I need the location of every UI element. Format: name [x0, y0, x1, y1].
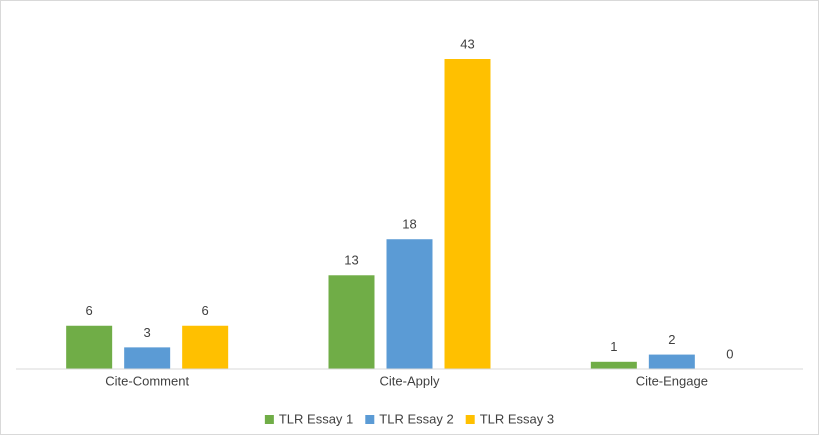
- bar: [386, 239, 433, 369]
- x-tick-label: Cite-Apply: [380, 373, 440, 388]
- data-label: 2: [668, 332, 675, 347]
- bar: [590, 361, 637, 369]
- legend-label: TLR Essay 3: [480, 411, 554, 426]
- legend-swatch: [264, 415, 274, 424]
- x-tick-label: Cite-Engage: [636, 373, 708, 388]
- data-label: 1: [610, 339, 617, 354]
- data-label: 6: [86, 303, 93, 318]
- bar: [648, 354, 695, 369]
- bar: [66, 325, 113, 369]
- data-label: 43: [460, 36, 474, 51]
- data-label: 0: [726, 346, 733, 361]
- data-label: 13: [344, 253, 358, 268]
- data-label: 6: [202, 303, 209, 318]
- bar: [124, 347, 171, 369]
- legend-label: TLR Essay 1: [279, 411, 353, 426]
- bar: [444, 59, 491, 369]
- bar: [328, 275, 375, 369]
- legend-swatch: [465, 415, 475, 424]
- legend-label: TLR Essay 2: [379, 411, 453, 426]
- bar: [182, 325, 229, 369]
- legend-swatch: [365, 415, 375, 424]
- data-label: 3: [144, 325, 151, 340]
- x-tick-label: Cite-Comment: [105, 373, 189, 388]
- data-label: 18: [402, 217, 416, 232]
